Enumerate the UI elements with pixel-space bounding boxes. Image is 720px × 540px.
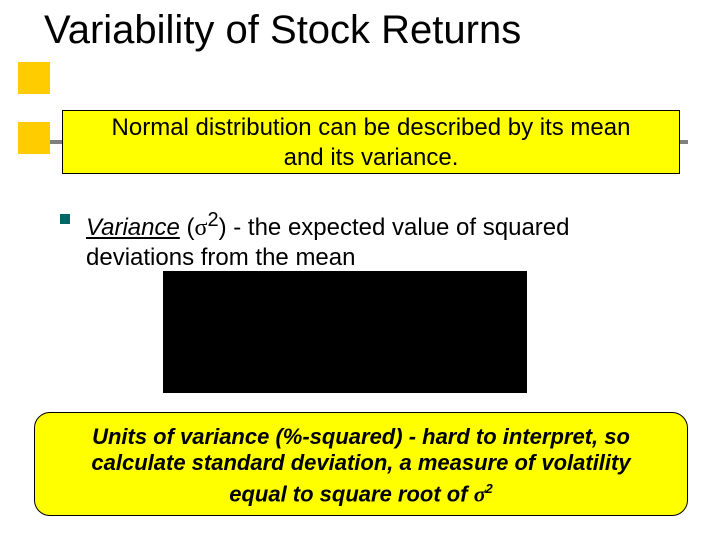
sigma-symbol: σ — [195, 215, 208, 241]
body-rest-2: deviations from the mean — [86, 244, 355, 271]
variance-term: Variance — [86, 214, 180, 241]
highlight-box-1-line2: and its variance. — [284, 144, 459, 171]
highlight-box-2-line1: Units of variance (%-squared) - hard to … — [92, 424, 630, 449]
body-text: Variance (σ2) - the expected value of sq… — [86, 205, 686, 273]
page-title: Variability of Stock Returns — [44, 8, 521, 53]
highlight-box-2: Units of variance (%-squared) - hard to … — [34, 412, 688, 516]
sigma-open: ( — [180, 214, 195, 241]
slide: Variability of Stock Returns Normal dist… — [0, 0, 720, 540]
sigma-sup: 2 — [486, 481, 493, 496]
decoration-square-icon — [18, 62, 50, 94]
body-rest-1: - the expected value of squared — [233, 214, 569, 241]
bullet-icon — [60, 214, 70, 224]
sigma-symbol: σ — [474, 482, 486, 507]
highlight-box-2-line3a: equal to square root of — [229, 482, 473, 507]
sigma-sup: 2 — [207, 209, 218, 231]
sigma-close: ) — [219, 214, 234, 241]
highlight-box-1: Normal distribution can be described by … — [62, 110, 680, 174]
decoration-square-icon — [18, 122, 50, 154]
highlight-box-1-line1: Normal distribution can be described by … — [112, 114, 631, 141]
formula-redaction-box — [163, 271, 527, 393]
highlight-box-2-line2: calculate standard deviation, a measure … — [91, 450, 630, 475]
